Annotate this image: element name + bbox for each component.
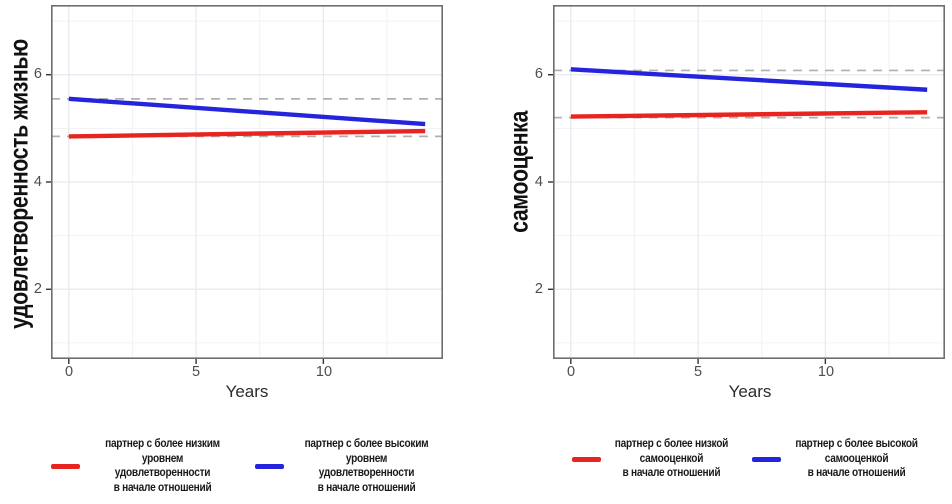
legend-entry: партнер с более высокой самооценкой в на… xyxy=(751,437,926,481)
legend: партнер с более низкой самооценкой в нач… xyxy=(553,437,945,481)
y-tick-label: 6 xyxy=(534,66,543,82)
y-tick-label: 4 xyxy=(33,174,42,190)
chart-life-satisfaction: удовлетворенность жизнью 6 4 2 0 5 10 Ye… xyxy=(4,5,443,496)
legend-swatch-red xyxy=(51,463,80,469)
legend-entry: партнер с более низкой самооценкой в нач… xyxy=(572,437,736,481)
y-tick-label: 2 xyxy=(534,281,543,297)
x-tick-label: 0 xyxy=(64,364,74,380)
x-tick-label: 5 xyxy=(693,364,703,380)
legend-swatch-blue xyxy=(255,463,284,469)
legend-label: партнер с более высоким уровнем удовлетв… xyxy=(304,438,429,495)
legend-entry: партнер с более высоким уровнем удовлетв… xyxy=(255,437,443,496)
plot-panel xyxy=(46,5,443,364)
plot-panel xyxy=(548,5,945,364)
x-tick-label: 5 xyxy=(191,364,201,380)
y-axis-title: самооценка xyxy=(503,111,534,233)
legend-label: партнер с более высокой самооценкой в на… xyxy=(795,438,918,480)
x-axis-title: Years xyxy=(225,382,269,401)
legend-label: партнер с более низкой самооценкой в нач… xyxy=(614,438,729,480)
legend-swatch-red xyxy=(572,456,602,462)
legend-entry: партнер с более низким уровнем удовлетво… xyxy=(51,437,239,496)
x-tick-label: 10 xyxy=(315,364,333,380)
legend-swatch-blue xyxy=(751,456,781,462)
y-tick-label: 2 xyxy=(33,281,42,297)
legend: партнер с более низким уровнем удовлетво… xyxy=(51,437,443,496)
legend-label: партнер с более низким уровнем удовлетво… xyxy=(105,438,220,495)
chart-self-esteem: самооценка 6 4 2 0 5 10 Years партнер с … xyxy=(476,0,952,504)
x-tick-label: 0 xyxy=(566,364,576,380)
x-tick-label: 10 xyxy=(817,364,835,380)
y-tick-label: 4 xyxy=(534,174,543,190)
x-axis-title: Years xyxy=(728,382,772,401)
y-tick-label: 6 xyxy=(33,66,42,82)
